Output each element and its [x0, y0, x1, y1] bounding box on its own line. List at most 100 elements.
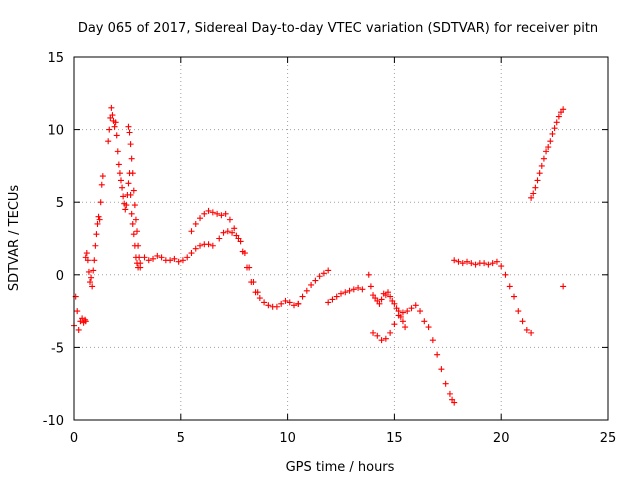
- data-point: [201, 210, 208, 217]
- series-seg13: [528, 106, 567, 201]
- data-point: [93, 231, 100, 238]
- data-point: [127, 141, 134, 148]
- data-point: [171, 255, 178, 262]
- data-point: [132, 216, 139, 223]
- data-point: [515, 308, 522, 315]
- data-point: [122, 206, 129, 213]
- data-point: [226, 216, 233, 223]
- data-point: [498, 263, 505, 270]
- data-point: [434, 351, 441, 358]
- data-point: [543, 148, 550, 155]
- data-point: [367, 283, 374, 290]
- data-point: [74, 308, 81, 315]
- y-tick-label: -5: [51, 341, 64, 356]
- data-point: [131, 202, 138, 209]
- data-point: [95, 213, 102, 220]
- data-point: [404, 308, 411, 315]
- data-point: [246, 264, 253, 271]
- data-point: [128, 210, 135, 217]
- data-point: [129, 220, 136, 227]
- data-point: [555, 113, 562, 120]
- data-point: [395, 312, 402, 319]
- series-seg9: [325, 284, 366, 306]
- data-point: [549, 130, 556, 137]
- series-seg7: [216, 228, 261, 296]
- data-point: [111, 123, 118, 130]
- data-point: [130, 187, 137, 194]
- data-point: [359, 286, 366, 293]
- data-point: [333, 293, 340, 300]
- data-point: [87, 279, 94, 286]
- data-point: [299, 293, 306, 300]
- y-tick-label: 5: [56, 196, 64, 211]
- x-tick-label: 25: [600, 431, 617, 446]
- data-point: [421, 318, 428, 325]
- data-point: [402, 324, 409, 331]
- data-point: [105, 138, 112, 145]
- data-point: [94, 220, 101, 227]
- series-seg10: [365, 271, 409, 331]
- data-point: [135, 242, 142, 249]
- data-point: [528, 329, 535, 336]
- data-point: [325, 299, 332, 306]
- data-point: [374, 332, 381, 339]
- data-point: [134, 228, 141, 235]
- data-point: [192, 245, 199, 252]
- data-point: [387, 329, 394, 336]
- data-layer: [71, 104, 567, 406]
- data-point: [75, 326, 82, 333]
- data-point: [209, 242, 216, 249]
- data-point: [154, 252, 161, 259]
- data-point: [128, 155, 135, 162]
- data-point: [384, 289, 391, 296]
- data-point: [91, 257, 98, 264]
- data-point: [220, 229, 227, 236]
- data-point: [329, 296, 336, 303]
- series-seg11: [370, 302, 458, 406]
- data-point: [123, 202, 130, 209]
- data-point: [538, 162, 545, 169]
- data-point: [451, 399, 458, 406]
- grid-layer: [74, 57, 608, 420]
- data-point: [547, 138, 554, 145]
- data-point: [90, 267, 97, 274]
- data-point: [365, 271, 372, 278]
- data-point: [295, 300, 302, 307]
- data-point: [83, 250, 90, 257]
- data-point: [216, 235, 223, 242]
- data-point: [338, 290, 344, 297]
- data-point: [325, 267, 332, 274]
- data-point: [125, 123, 132, 130]
- data-point: [233, 232, 240, 239]
- series-seg2: [82, 173, 106, 290]
- data-point: [278, 300, 285, 307]
- x-tick-label: 15: [386, 431, 403, 446]
- data-point: [126, 129, 133, 136]
- data-point: [308, 281, 315, 288]
- data-point: [218, 212, 225, 219]
- data-point: [127, 191, 134, 198]
- data-point: [312, 277, 319, 284]
- data-point: [188, 250, 195, 257]
- chart-title: Day 065 of 2017, Sidereal Day-to-day VTE…: [78, 21, 598, 36]
- y-tick-label: 0: [56, 269, 64, 284]
- data-point: [113, 132, 120, 139]
- data-point: [560, 106, 567, 113]
- y-axis-label: SDTVAR / TECUs: [7, 185, 22, 292]
- data-point: [254, 289, 261, 296]
- data-point: [472, 261, 479, 268]
- data-point: [303, 287, 310, 294]
- data-point: [137, 260, 144, 267]
- data-point: [167, 257, 174, 264]
- x-tick-label: 10: [279, 431, 296, 446]
- data-point: [273, 303, 280, 310]
- data-point: [387, 293, 394, 300]
- data-point: [551, 125, 558, 132]
- series-seg3: [105, 104, 142, 271]
- data-point: [399, 309, 406, 316]
- data-point: [229, 229, 236, 236]
- data-point: [560, 283, 567, 290]
- data-point: [116, 170, 123, 177]
- data-point: [553, 119, 560, 126]
